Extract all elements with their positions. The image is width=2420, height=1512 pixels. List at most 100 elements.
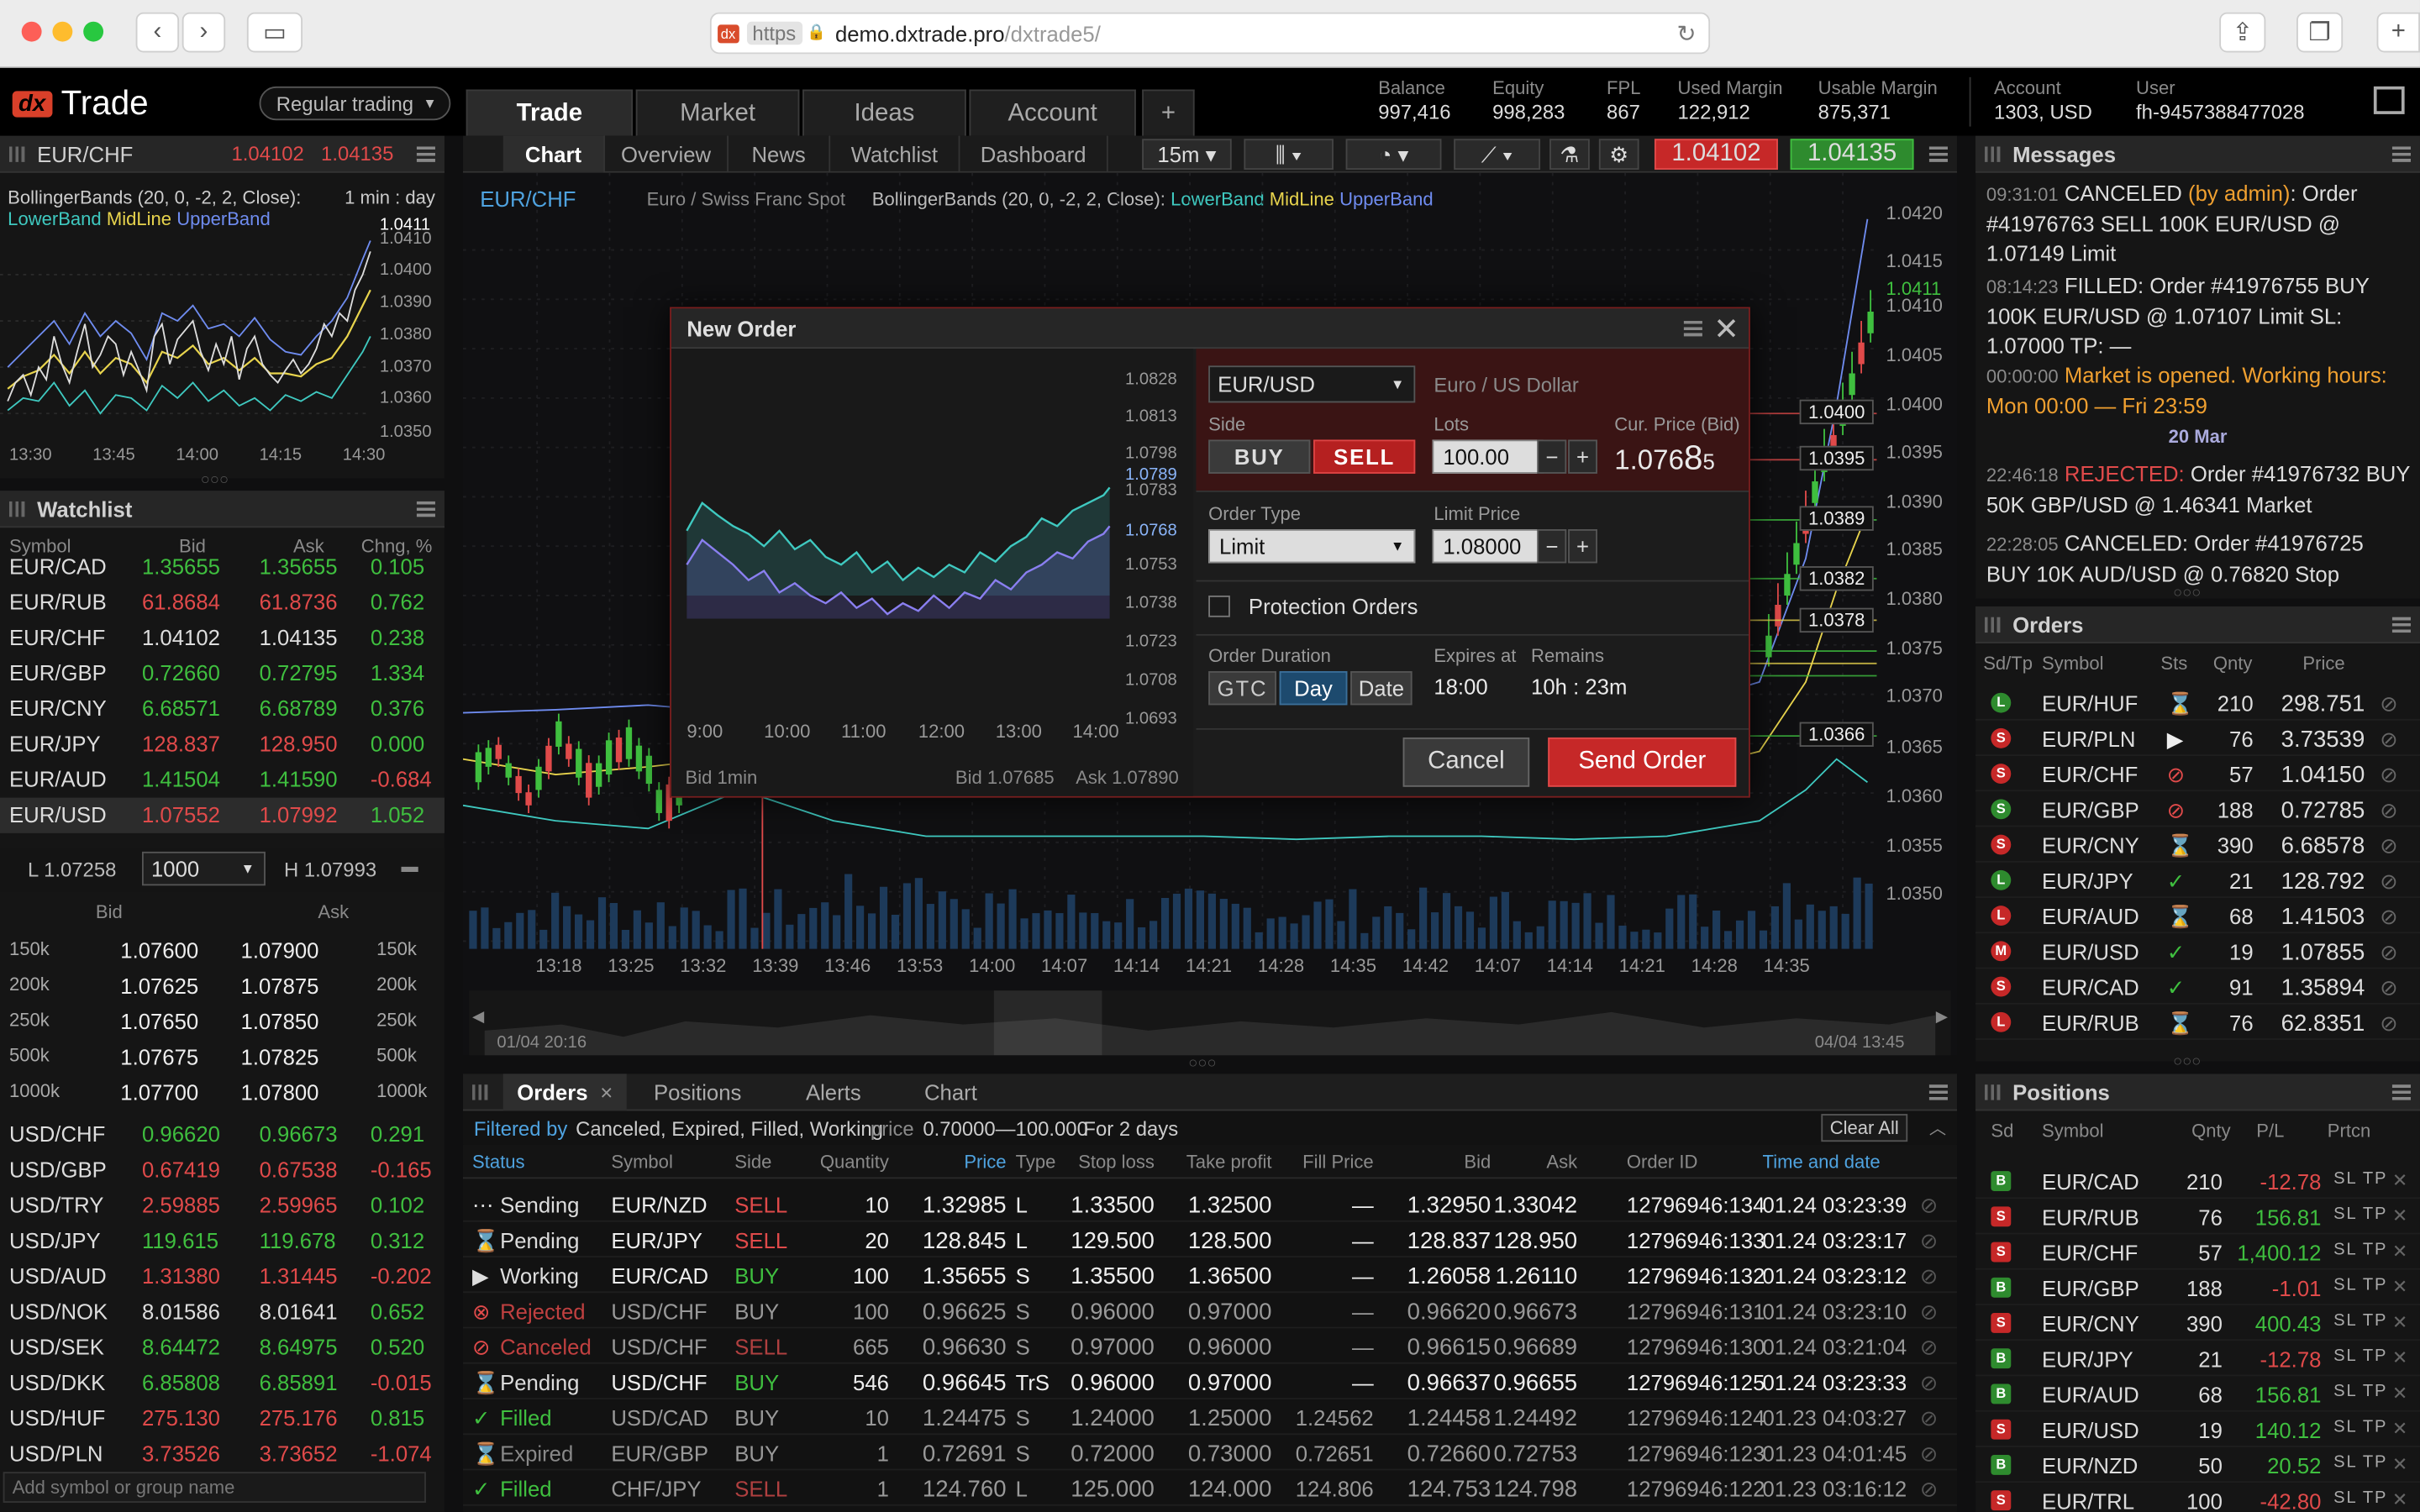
- tab-chart-bottom[interactable]: Chart: [923, 1079, 977, 1105]
- drag-handle-icon[interactable]: [1985, 617, 2001, 633]
- position-row[interactable]: B EUR/CAD 210 -12.78 SL TP ✕: [1975, 1163, 2420, 1200]
- position-row[interactable]: B EUR/JPY 21 -12.78 SL TP ✕: [1975, 1341, 2420, 1377]
- col-pl[interactable]: P/L: [2256, 1120, 2285, 1142]
- col-qty[interactable]: Qnty: [2212, 652, 2253, 675]
- order-row[interactable]: L EUR/JPY ✓ 21 128.792 ⊘: [1975, 863, 2420, 898]
- col-header[interactable]: Ask: [1546, 1151, 1578, 1173]
- drag-handle-icon[interactable]: [1985, 146, 2001, 162]
- position-row[interactable]: S EUR/CHF 57 1,400.12 SL TP ✕: [1975, 1234, 2420, 1270]
- tab-overview[interactable]: Overview: [605, 135, 729, 173]
- drag-handle-icon[interactable]: [472, 1084, 488, 1100]
- chart-type-icon[interactable]: ⫼ ▾: [1244, 139, 1334, 171]
- position-row[interactable]: B EUR/NZD 50 20.52 SL TP ✕: [1975, 1447, 2420, 1483]
- position-row[interactable]: B EUR/AUD 68 156.81 SL TP ✕: [1975, 1376, 2420, 1412]
- position-row[interactable]: S EUR/USD 19 140.12 SL TP ✕: [1975, 1412, 2420, 1447]
- col-header[interactable]: Symbol: [611, 1151, 673, 1173]
- tab-news[interactable]: News: [729, 135, 831, 173]
- close-icon[interactable]: ✕: [2391, 1417, 2408, 1440]
- order-table-row[interactable]: ⌛ Pending USD/CHF BUY 546 0.96645 TrS 0.96000 0.…: [463, 1364, 1957, 1399]
- order-table-row[interactable]: ⋯ Sending EUR/NZD SELL 10 1.32985 L 1.33500 1.32…: [463, 1186, 1957, 1222]
- cancel-icon[interactable]: ⊘: [2380, 904, 2398, 929]
- wl1-row[interactable]: EUR/RUB 61.8684 61.8736 0.762: [0, 585, 445, 620]
- close-icon[interactable]: ✕: [2391, 1205, 2408, 1227]
- close-icon[interactable]: ✕: [2391, 1382, 2408, 1404]
- wl2-row[interactable]: USD/SEK 8.64472 8.64975 0.520: [0, 1330, 445, 1365]
- col-change[interactable]: Chng, %: [360, 535, 433, 558]
- col-header[interactable]: Status: [472, 1151, 525, 1173]
- wl1-row[interactable]: EUR/JPY 128.837 128.950 0.000: [0, 727, 445, 762]
- filter-period[interactable]: For 2 days: [1083, 1116, 1179, 1141]
- add-symbol-input[interactable]: Add symbol or group name: [3, 1472, 426, 1503]
- order-table-row[interactable]: ⌛ Expired EUR/GBP BUY 1 0.72691 S 0.72000 0.7300…: [463, 1435, 1957, 1471]
- order-table-row[interactable]: ▶ Working EUR/CAD BUY 100 1.35655 S 1.35500 1.36…: [463, 1257, 1957, 1294]
- chart-buy-price-button[interactable]: 1.04135: [1790, 139, 1914, 171]
- close-icon[interactable]: ✕: [2391, 1169, 2408, 1191]
- wl2-row[interactable]: USD/CHF 0.96620 0.96673 0.291: [0, 1117, 445, 1152]
- col-header[interactable]: Quantity: [819, 1151, 889, 1173]
- address-bar[interactable]: dx https 🔒 demo.dxtrade.pro/dxtrade5/ ↻: [709, 12, 1711, 55]
- menu-icon[interactable]: [1683, 321, 1702, 337]
- menu-icon[interactable]: [416, 146, 435, 162]
- depth-quantity-select[interactable]: 1000 ▼: [141, 851, 266, 886]
- filter-statuses[interactable]: Canceled, Expired, Filled, Working: [576, 1116, 883, 1141]
- close-icon[interactable]: ✕: [2391, 1240, 2408, 1263]
- sell-button[interactable]: SELL: [1313, 439, 1416, 474]
- clear-all-button[interactable]: Clear All: [1821, 1114, 1908, 1142]
- col-protection[interactable]: Prtcn: [2327, 1120, 2371, 1142]
- order-row[interactable]: M EUR/USD ✓ 19 1.07855 ⊘: [1975, 933, 2420, 969]
- tab-watchlist[interactable]: Watchlist: [830, 135, 960, 173]
- tabs-icon[interactable]: ❐: [2296, 12, 2344, 53]
- splitter-handle[interactable]: ○○○: [2173, 585, 2202, 602]
- reload-icon[interactable]: ↻: [1676, 20, 1697, 48]
- cancel-icon[interactable]: ⊘: [2380, 939, 2398, 964]
- account-stat[interactable]: Account 1303, USD: [1994, 76, 2092, 123]
- navigator-left-icon[interactable]: ◀: [472, 1009, 485, 1026]
- close-icon[interactable]: ✕: [2391, 1275, 2408, 1298]
- order-row[interactable]: L EUR/HUF ⌛ 210 298.751 ⊘: [1975, 685, 2420, 721]
- wl1-row[interactable]: EUR/GBP 0.72660 0.72795 1.334: [0, 656, 445, 691]
- back-icon[interactable]: ‹: [135, 12, 180, 53]
- order-row[interactable]: L EUR/RUB ⌛ 76 62.8351 ⊘: [1975, 1005, 2420, 1040]
- close-icon[interactable]: ✕: [1713, 312, 1739, 348]
- menu-icon[interactable]: [2391, 617, 2411, 633]
- send-order-button[interactable]: Send Order: [1548, 737, 1737, 787]
- cancel-icon[interactable]: ⊘: [2380, 797, 2398, 822]
- position-row[interactable]: B EUR/GBP 188 -1.01 SL TP ✕: [1975, 1270, 2420, 1305]
- menu-icon[interactable]: [416, 501, 435, 517]
- tab-alerts[interactable]: Alerts: [805, 1079, 861, 1105]
- col-side[interactable]: Sd: [1991, 1120, 2014, 1142]
- wl1-row[interactable]: EUR/USD 1.07552 1.07992 1.052: [0, 797, 445, 833]
- position-row[interactable]: S EUR/RUB 76 156.81 SL TP ✕: [1975, 1199, 2420, 1235]
- splitter-handle[interactable]: ○○○: [1188, 1055, 1217, 1073]
- col-header[interactable]: Order ID: [1626, 1151, 1698, 1173]
- col-header[interactable]: Time and date: [1762, 1151, 1881, 1173]
- protection-checkbox[interactable]: [1208, 595, 1230, 617]
- order-table-row[interactable]: ✓ Filled CHF/JPY SELL 1 124.760 L 125.000 124.00…: [463, 1470, 1957, 1506]
- col-header[interactable]: Take profit: [1186, 1151, 1272, 1173]
- cancel-icon[interactable]: ⊘: [2380, 690, 2398, 717]
- gtc-button[interactable]: GTC: [1208, 670, 1276, 706]
- user-stat[interactable]: User fh-9457388477028: [2136, 76, 2305, 123]
- sidebar-icon[interactable]: ▭: [246, 12, 302, 53]
- lots-decrease-button[interactable]: −: [1537, 439, 1567, 474]
- col-header[interactable]: Price: [964, 1151, 1007, 1173]
- cancel-icon[interactable]: ⊘: [2380, 762, 2398, 787]
- cancel-icon[interactable]: ⊘: [2380, 832, 2398, 858]
- chart-sell-price-button[interactable]: 1.04102: [1654, 139, 1778, 171]
- new-tab-icon[interactable]: +: [2376, 12, 2420, 53]
- col-bid[interactable]: Bid: [179, 535, 206, 558]
- cancel-order-icon[interactable]: ⊘: [1919, 1370, 1939, 1395]
- navigator-right-icon[interactable]: ▶: [1935, 1009, 1948, 1026]
- trading-mode-select[interactable]: Regular trading ▼: [259, 86, 451, 121]
- wl2-row[interactable]: USD/JPY 119.615 119.678 0.312: [0, 1224, 445, 1259]
- menu-icon[interactable]: [2391, 146, 2411, 162]
- minimize-window-button[interactable]: [52, 21, 73, 42]
- depth-toggle-icon[interactable]: ▬: [401, 858, 418, 877]
- draw-tool-icon[interactable]: ⟋ ▾: [1454, 139, 1541, 171]
- clock-icon[interactable]: ◔ ▾: [1345, 139, 1442, 171]
- layout-icon[interactable]: [2373, 86, 2405, 114]
- limit-price-increase-button[interactable]: +: [1568, 528, 1598, 564]
- order-table-row[interactable]: ⊘ Canceled USD/CHF SELL 665 0.96630 S 0.97000 0.…: [463, 1328, 1957, 1364]
- cancel-order-icon[interactable]: ⊘: [1919, 1334, 1939, 1360]
- wl2-row[interactable]: USD/DKK 6.85808 6.85891 -0.015: [0, 1366, 445, 1401]
